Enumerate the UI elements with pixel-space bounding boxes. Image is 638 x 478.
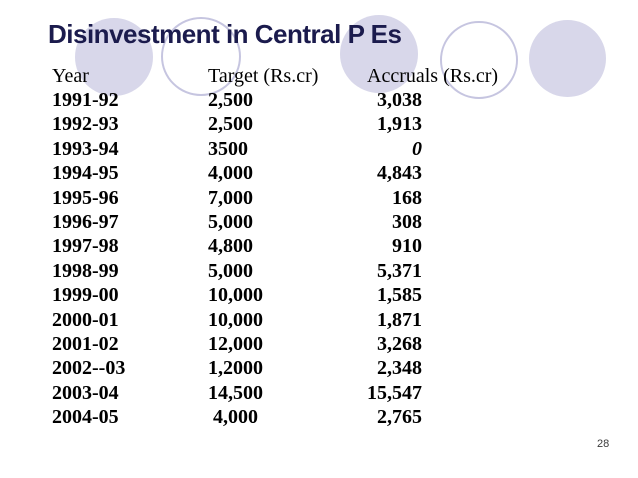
target-cell: 4,000 [208,406,258,429]
table-row: 1991-92 2,500 3,038 [52,88,482,112]
accruals-cell: 3,268 [377,332,422,355]
decorative-circle-outline-1 [161,17,241,96]
target-cell: 1,2000 [208,357,263,380]
table-row: 2001-02 12,000 3,268 [52,332,482,356]
target-cell: 12,000 [208,332,263,355]
decorative-circle-filled-1 [75,18,153,96]
year-column-header: Year [52,65,89,87]
target-cell: 4,000 [208,162,253,185]
accruals-cell: 308 [392,210,422,233]
table-row: 2002--03 1,2000 2,348 [52,356,482,380]
accruals-cell: 1,585 [377,284,422,307]
year-cell: 2004-05 [52,406,119,429]
year-cell: 1994-95 [52,162,119,185]
target-cell: 3500 [208,137,248,160]
table-row: 1995-96 7,000 168 [52,186,482,210]
target-cell: 10,000 [208,308,263,331]
year-cell: 1998-99 [52,259,119,282]
decorative-circle-filled-3 [529,20,606,97]
table-row: 1999-00 10,000 1,585 [52,283,482,307]
target-cell: 2,500 [208,113,253,136]
table-row: 2003-04 14,500 15,547 [52,381,482,405]
accruals-cell: 910 [392,235,422,258]
table-row: 1998-99 5,000 5,371 [52,259,482,283]
table-row: 1992-93 2,500 1,913 [52,112,482,136]
year-cell: 1996-97 [52,210,119,233]
year-cell: 2000-01 [52,308,119,331]
accruals-cell: 168 [392,186,422,209]
table-row: 1997-98 4,800 910 [52,234,482,258]
target-cell: 14,500 [208,381,263,404]
accruals-cell: 1,913 [377,113,422,136]
year-cell: 2003-04 [52,381,119,404]
accruals-cell: 15,547 [367,381,422,404]
target-cell: 4,800 [208,235,253,258]
year-cell: 1993-94 [52,137,119,160]
year-cell: 1997-98 [52,235,119,258]
table-row: 2004-05 4,000 2,765 [52,405,482,429]
accruals-cell: 1,871 [377,308,422,331]
accruals-cell: 2,765 [377,406,422,429]
target-column-header: Target (Rs.cr) [208,65,319,87]
table-row: 1993-94 3500 0 [52,137,482,161]
accruals-cell: 4,843 [377,162,422,185]
year-cell: 1995-96 [52,186,119,209]
target-cell: 2,500 [208,89,253,111]
year-cell: 1999-00 [52,284,119,307]
table-row: 2000-01 10,000 1,871 [52,308,482,332]
accruals-cell: 2,348 [377,357,422,380]
target-cell: 7,000 [208,186,253,209]
table-header-row: Year Target (Rs.cr) Accruals (Rs.cr) [52,64,499,88]
year-cell: 1992-93 [52,113,119,136]
year-cell: 1991-92 [52,89,119,111]
disinvestment-table: Year Target (Rs.cr) Accruals (Rs.cr) 199… [52,64,499,429]
slide-title: Disinvestment in Central P Es [48,19,402,49]
table-row: 1994-95 4,000 4,843 [52,161,482,185]
target-cell: 5,000 [208,259,253,282]
target-cell: 5,000 [208,210,253,233]
table-row: 1996-97 5,000 308 [52,210,482,234]
accruals-column-header: Accruals (Rs.cr) [367,65,499,87]
accruals-cell: 0 [412,137,422,160]
target-cell: 10,000 [208,284,263,307]
decorative-circle-filled-2 [340,15,418,93]
page-number: 28 [597,438,610,450]
year-cell: 2002--03 [52,357,126,380]
year-cell: 2001-02 [52,332,119,355]
decorative-circle-outline-2 [440,21,518,99]
table-body: 1991-92 2,500 3,038 1992-93 2,500 1,913 1993-9… [52,88,482,429]
accruals-cell: 3,038 [377,89,422,111]
accruals-cell: 5,371 [377,259,422,282]
